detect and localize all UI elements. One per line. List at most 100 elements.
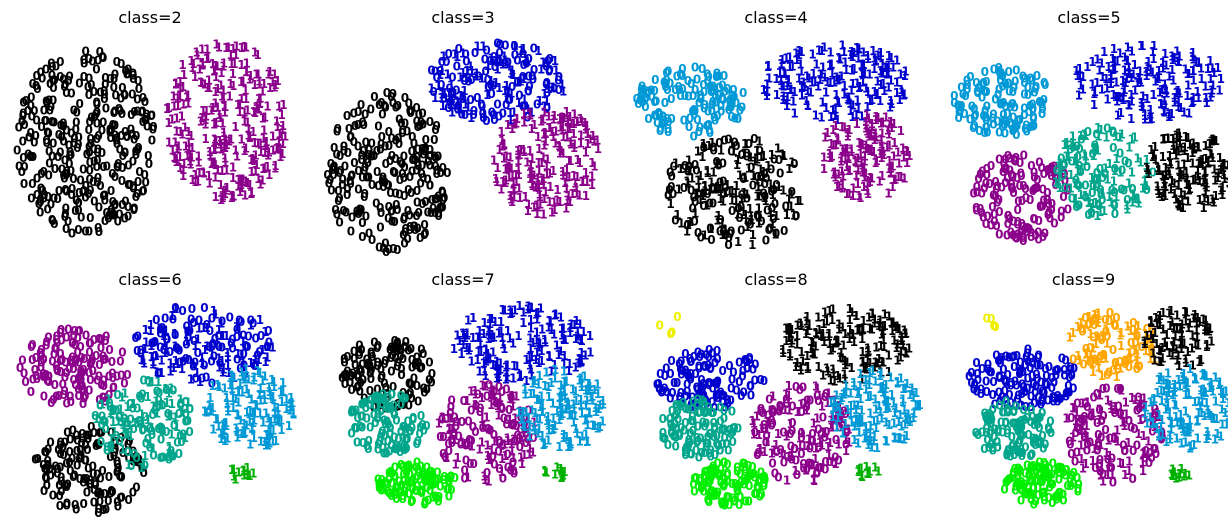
scatter-point: 1 — [197, 75, 205, 89]
scatter-point: 1 — [1103, 82, 1111, 96]
scatter-point: 0 — [387, 489, 395, 503]
scatter-point: 0 — [436, 202, 444, 216]
scatter-point: 0 — [73, 105, 81, 119]
scatter-point: 0 — [68, 336, 76, 350]
scatter-point: 1 — [747, 213, 755, 227]
scatter-point: 1 — [281, 129, 289, 143]
scatter-point: 0 — [13, 144, 21, 158]
scatter-point: 0 — [520, 417, 528, 431]
scatter-point: 1 — [1189, 53, 1197, 67]
scatter-point: 1 — [1184, 183, 1192, 197]
scatter-point: 0 — [366, 421, 374, 435]
scatter-point: 0 — [792, 454, 800, 468]
scatter-point: 0 — [111, 119, 119, 133]
scatter-point: 0 — [61, 207, 69, 221]
scatter-point: 1 — [212, 37, 220, 51]
scatter-point: 1 — [768, 446, 776, 460]
scatter-point: 1 — [515, 148, 523, 162]
scatter-point: 1 — [241, 188, 249, 202]
scatter-point: 0 — [780, 455, 788, 469]
scatter-point: 0 — [695, 96, 703, 110]
scatter-point: 0 — [420, 473, 428, 487]
scatter-point: 1 — [148, 375, 156, 389]
scatter-point: 0 — [46, 436, 54, 450]
scatter-point: 1 — [859, 76, 867, 90]
scatter-point: 1 — [514, 163, 522, 177]
scatter-point: 1 — [780, 448, 788, 462]
scatter-point: 1 — [229, 79, 237, 93]
scatter-point: 1 — [485, 423, 493, 437]
scatter-point: 0 — [393, 439, 401, 453]
scatter-point: 1 — [1154, 184, 1162, 198]
scatter-point: 0 — [707, 484, 715, 498]
scatter-point: 0 — [343, 182, 351, 196]
scatter-point: 0 — [66, 445, 74, 459]
scatter-point: 0 — [651, 108, 659, 122]
scatter-point: 0 — [188, 302, 196, 316]
scatter-point: 1 — [875, 352, 883, 366]
scatter-point: 0 — [413, 195, 421, 209]
scatter-point: 0 — [448, 436, 456, 450]
scatter-point: 0 — [752, 487, 760, 501]
scatter-point: 0 — [727, 427, 735, 441]
scatter-point: 0 — [711, 377, 719, 391]
scatter-point: 1 — [530, 374, 538, 388]
scatter-point: 0 — [45, 369, 53, 383]
scatter-point: 1 — [1184, 78, 1192, 92]
scatter-point: 0 — [1047, 203, 1055, 217]
scatter-point: 1 — [1174, 144, 1182, 158]
scatter-point: 0 — [94, 54, 102, 68]
scatter-point: 1 — [831, 171, 839, 185]
scatter-point: 1 — [848, 110, 856, 124]
scatter-point: 0 — [713, 429, 721, 443]
scatter-point: 0 — [70, 104, 78, 118]
scatter-point: 0 — [37, 120, 45, 134]
scatter-point: 0 — [390, 342, 398, 356]
scatter-point: 0 — [200, 301, 208, 315]
scatter-point: 0 — [418, 142, 426, 156]
scatter-point: 1 — [688, 172, 696, 186]
scatter-point: 1 — [764, 159, 772, 173]
scatter-point: 1 — [896, 67, 904, 81]
scatter-point: 0 — [750, 471, 758, 485]
scatter-point: 0 — [120, 411, 128, 425]
scatter-point: 0 — [513, 53, 521, 67]
scatter-point: 1 — [1170, 91, 1178, 105]
scatter-point: 1 — [270, 80, 278, 94]
scatter-point: 0 — [1020, 87, 1028, 101]
scatter-point: 1 — [243, 406, 251, 420]
scatter-point: 0 — [327, 184, 335, 198]
scatter-point: 1 — [251, 398, 259, 412]
scatter-point: 0 — [957, 99, 965, 113]
scatter-point: 1 — [583, 127, 591, 141]
scatter-point: 1 — [887, 315, 895, 329]
scatter-point: 0 — [52, 389, 60, 403]
scatter-point: 1 — [1100, 45, 1108, 59]
scatter-point: 1 — [203, 340, 211, 354]
scatter-point: 0 — [373, 359, 381, 373]
scatter-point: 1 — [814, 80, 822, 94]
scatter-point: 1 — [184, 325, 192, 339]
scatter-point: 0 — [700, 398, 708, 412]
scatter-point: 1 — [503, 432, 511, 446]
scatter-point: 0 — [20, 367, 28, 381]
scatter-point: 1 — [802, 315, 810, 329]
scatter-point: 1 — [148, 421, 156, 435]
scatter-point: 0 — [86, 473, 94, 487]
scatter-point: 0 — [507, 418, 515, 432]
scatter-point: 0 — [686, 447, 694, 461]
scatter-point: 0 — [690, 191, 698, 205]
scatter-point: 0 — [361, 396, 369, 410]
scatter-point: 0 — [680, 424, 688, 438]
scatter-point: 1 — [239, 335, 247, 349]
scatter-point: 1 — [232, 39, 240, 53]
scatter-point: 0 — [357, 203, 365, 217]
scatter-point: 1 — [519, 305, 527, 319]
scatter-point: 0 — [989, 189, 997, 203]
scatter-point: 1 — [753, 152, 761, 166]
scatter-point: 1 — [544, 320, 552, 334]
scatter-point: 0 — [98, 418, 106, 432]
scatter-point: 1 — [703, 199, 711, 213]
scatter-point: 1 — [487, 74, 495, 88]
scatter-point: 0 — [768, 201, 776, 215]
